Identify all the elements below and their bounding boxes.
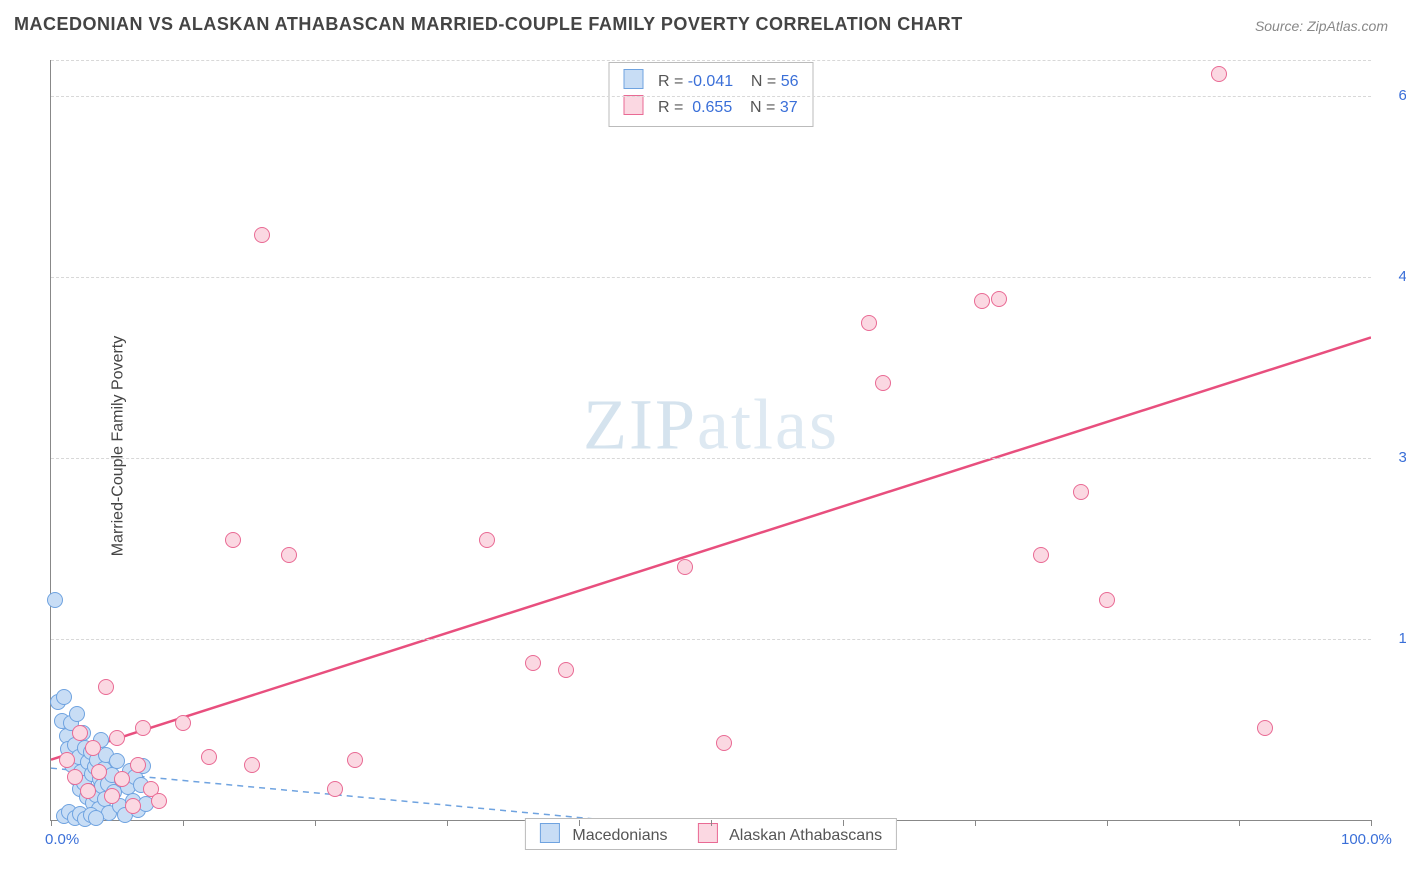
data-point bbox=[1257, 720, 1273, 736]
data-point bbox=[1211, 66, 1227, 82]
data-point bbox=[135, 720, 151, 736]
data-point bbox=[130, 757, 146, 773]
data-point bbox=[85, 740, 101, 756]
x-tick-mark bbox=[447, 820, 448, 826]
data-point bbox=[201, 749, 217, 765]
watermark: ZIPatlas bbox=[583, 383, 839, 466]
data-point bbox=[347, 752, 363, 768]
data-point bbox=[479, 532, 495, 548]
y-tick-label: 45.0% bbox=[1381, 268, 1406, 285]
data-point bbox=[125, 798, 141, 814]
x-tick-mark bbox=[1239, 820, 1240, 826]
data-point bbox=[109, 730, 125, 746]
data-point bbox=[677, 559, 693, 575]
data-point bbox=[98, 679, 114, 695]
swatch-icon bbox=[698, 823, 718, 843]
data-point bbox=[1033, 547, 1049, 563]
plot-area: ZIPatlas R = -0.041 N = 56 R = 0.655 N =… bbox=[50, 60, 1371, 821]
x-tick-mark bbox=[843, 820, 844, 826]
x-tick-mark bbox=[711, 820, 712, 826]
data-point bbox=[80, 783, 96, 799]
data-point bbox=[875, 375, 891, 391]
data-point bbox=[991, 291, 1007, 307]
x-tick-mark bbox=[1371, 820, 1372, 826]
swatch-series1 bbox=[624, 69, 644, 89]
data-point bbox=[861, 315, 877, 331]
gridline bbox=[51, 60, 1371, 61]
stats-legend: R = -0.041 N = 56 R = 0.655 N = 37 bbox=[609, 62, 814, 127]
source-label: Source: ZipAtlas.com bbox=[1255, 18, 1388, 34]
x-tick-mark bbox=[579, 820, 580, 826]
data-point bbox=[151, 793, 167, 809]
trend-lines bbox=[51, 60, 1371, 820]
data-point bbox=[525, 655, 541, 671]
data-point bbox=[104, 788, 120, 804]
data-point bbox=[225, 532, 241, 548]
gridline bbox=[51, 277, 1371, 278]
data-point bbox=[327, 781, 343, 797]
legend-item-1: Macedonians bbox=[540, 823, 668, 845]
data-point bbox=[175, 715, 191, 731]
data-point bbox=[1099, 592, 1115, 608]
y-tick-label: 15.0% bbox=[1381, 630, 1406, 647]
data-point bbox=[69, 706, 85, 722]
data-point bbox=[254, 227, 270, 243]
data-point bbox=[558, 662, 574, 678]
data-point bbox=[56, 689, 72, 705]
x-tick-label: 0.0% bbox=[45, 831, 79, 848]
x-tick-mark bbox=[1107, 820, 1108, 826]
x-tick-mark bbox=[183, 820, 184, 826]
chart-title: MACEDONIAN VS ALASKAN ATHABASCAN MARRIED… bbox=[14, 14, 963, 35]
data-point bbox=[281, 547, 297, 563]
x-tick-mark bbox=[315, 820, 316, 826]
data-point bbox=[244, 757, 260, 773]
stats-row-2: R = 0.655 N = 37 bbox=[624, 95, 799, 121]
data-point bbox=[91, 764, 107, 780]
x-tick-mark bbox=[51, 820, 52, 826]
data-point bbox=[974, 293, 990, 309]
legend-item-2: Alaskan Athabascans bbox=[698, 823, 883, 845]
data-point bbox=[88, 810, 104, 826]
swatch-series2 bbox=[624, 95, 644, 115]
gridline bbox=[51, 639, 1371, 640]
x-tick-label: 100.0% bbox=[1341, 831, 1392, 848]
data-point bbox=[59, 752, 75, 768]
data-point bbox=[47, 592, 63, 608]
data-point bbox=[716, 735, 732, 751]
x-tick-mark bbox=[975, 820, 976, 826]
data-point bbox=[67, 769, 83, 785]
y-tick-label: 30.0% bbox=[1381, 449, 1406, 466]
data-point bbox=[1073, 484, 1089, 500]
gridline bbox=[51, 96, 1371, 97]
stats-row-1: R = -0.041 N = 56 bbox=[624, 69, 799, 95]
swatch-icon bbox=[540, 823, 560, 843]
y-tick-label: 60.0% bbox=[1381, 87, 1406, 104]
gridline bbox=[51, 458, 1371, 459]
